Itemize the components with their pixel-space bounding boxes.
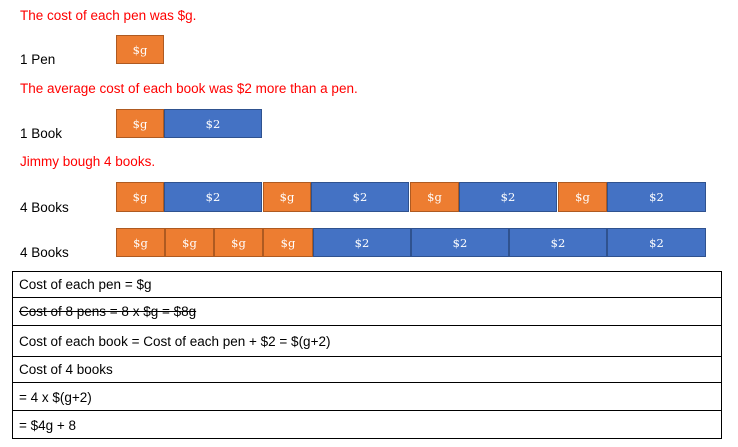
tile-two: $2 bbox=[607, 228, 706, 257]
tile-g: $g bbox=[263, 228, 313, 257]
tile-g: $g bbox=[116, 109, 164, 138]
statement-pen: The cost of each pen was $g. bbox=[20, 8, 197, 23]
label-four-books-b: 4 Books bbox=[20, 245, 69, 260]
tile-two: $2 bbox=[509, 228, 607, 257]
tile-g: $g bbox=[558, 182, 607, 212]
row-divider bbox=[13, 356, 721, 357]
tile-two: $2 bbox=[164, 182, 262, 212]
working-line: Cost of each pen = $g bbox=[19, 277, 152, 292]
tile-two: $2 bbox=[411, 228, 509, 257]
tile-two: $2 bbox=[607, 182, 706, 212]
tile-g: $g bbox=[165, 228, 214, 257]
label-one-book: 1 Book bbox=[20, 126, 63, 141]
tile-two: $2 bbox=[459, 182, 557, 212]
tile-g: $g bbox=[263, 182, 311, 212]
row-divider bbox=[13, 410, 721, 411]
tile-g: $g bbox=[116, 182, 164, 212]
tile-g: $g bbox=[116, 35, 164, 64]
tile-g: $g bbox=[214, 228, 263, 257]
statement-books: Jimmy bough 4 books. bbox=[20, 154, 156, 169]
working-line: Cost of each book = Cost of each pen + $… bbox=[19, 334, 331, 349]
tile-g: $g bbox=[116, 228, 165, 257]
tile-two: $2 bbox=[164, 109, 262, 138]
tile-two: $2 bbox=[311, 182, 409, 212]
row-divider bbox=[13, 325, 721, 326]
working-table: Cost of each pen = $g Cost of 8 pens = 8… bbox=[12, 271, 722, 439]
working-line: = $4g + 8 bbox=[19, 418, 77, 433]
working-line-struck: Cost of 8 pens = 8 x $g = $8g bbox=[19, 304, 197, 319]
label-four-books-a: 4 Books bbox=[20, 200, 69, 215]
tile-g: $g bbox=[410, 182, 459, 212]
working-line: Cost of 4 books bbox=[19, 362, 113, 377]
label-one-pen: 1 Pen bbox=[20, 52, 56, 67]
statement-book: The average cost of each book was $2 mor… bbox=[20, 81, 358, 96]
tile-two: $2 bbox=[313, 228, 411, 257]
row-divider bbox=[13, 297, 721, 298]
working-line: = 4 x $(g+2) bbox=[19, 390, 92, 405]
row-divider bbox=[13, 382, 721, 383]
